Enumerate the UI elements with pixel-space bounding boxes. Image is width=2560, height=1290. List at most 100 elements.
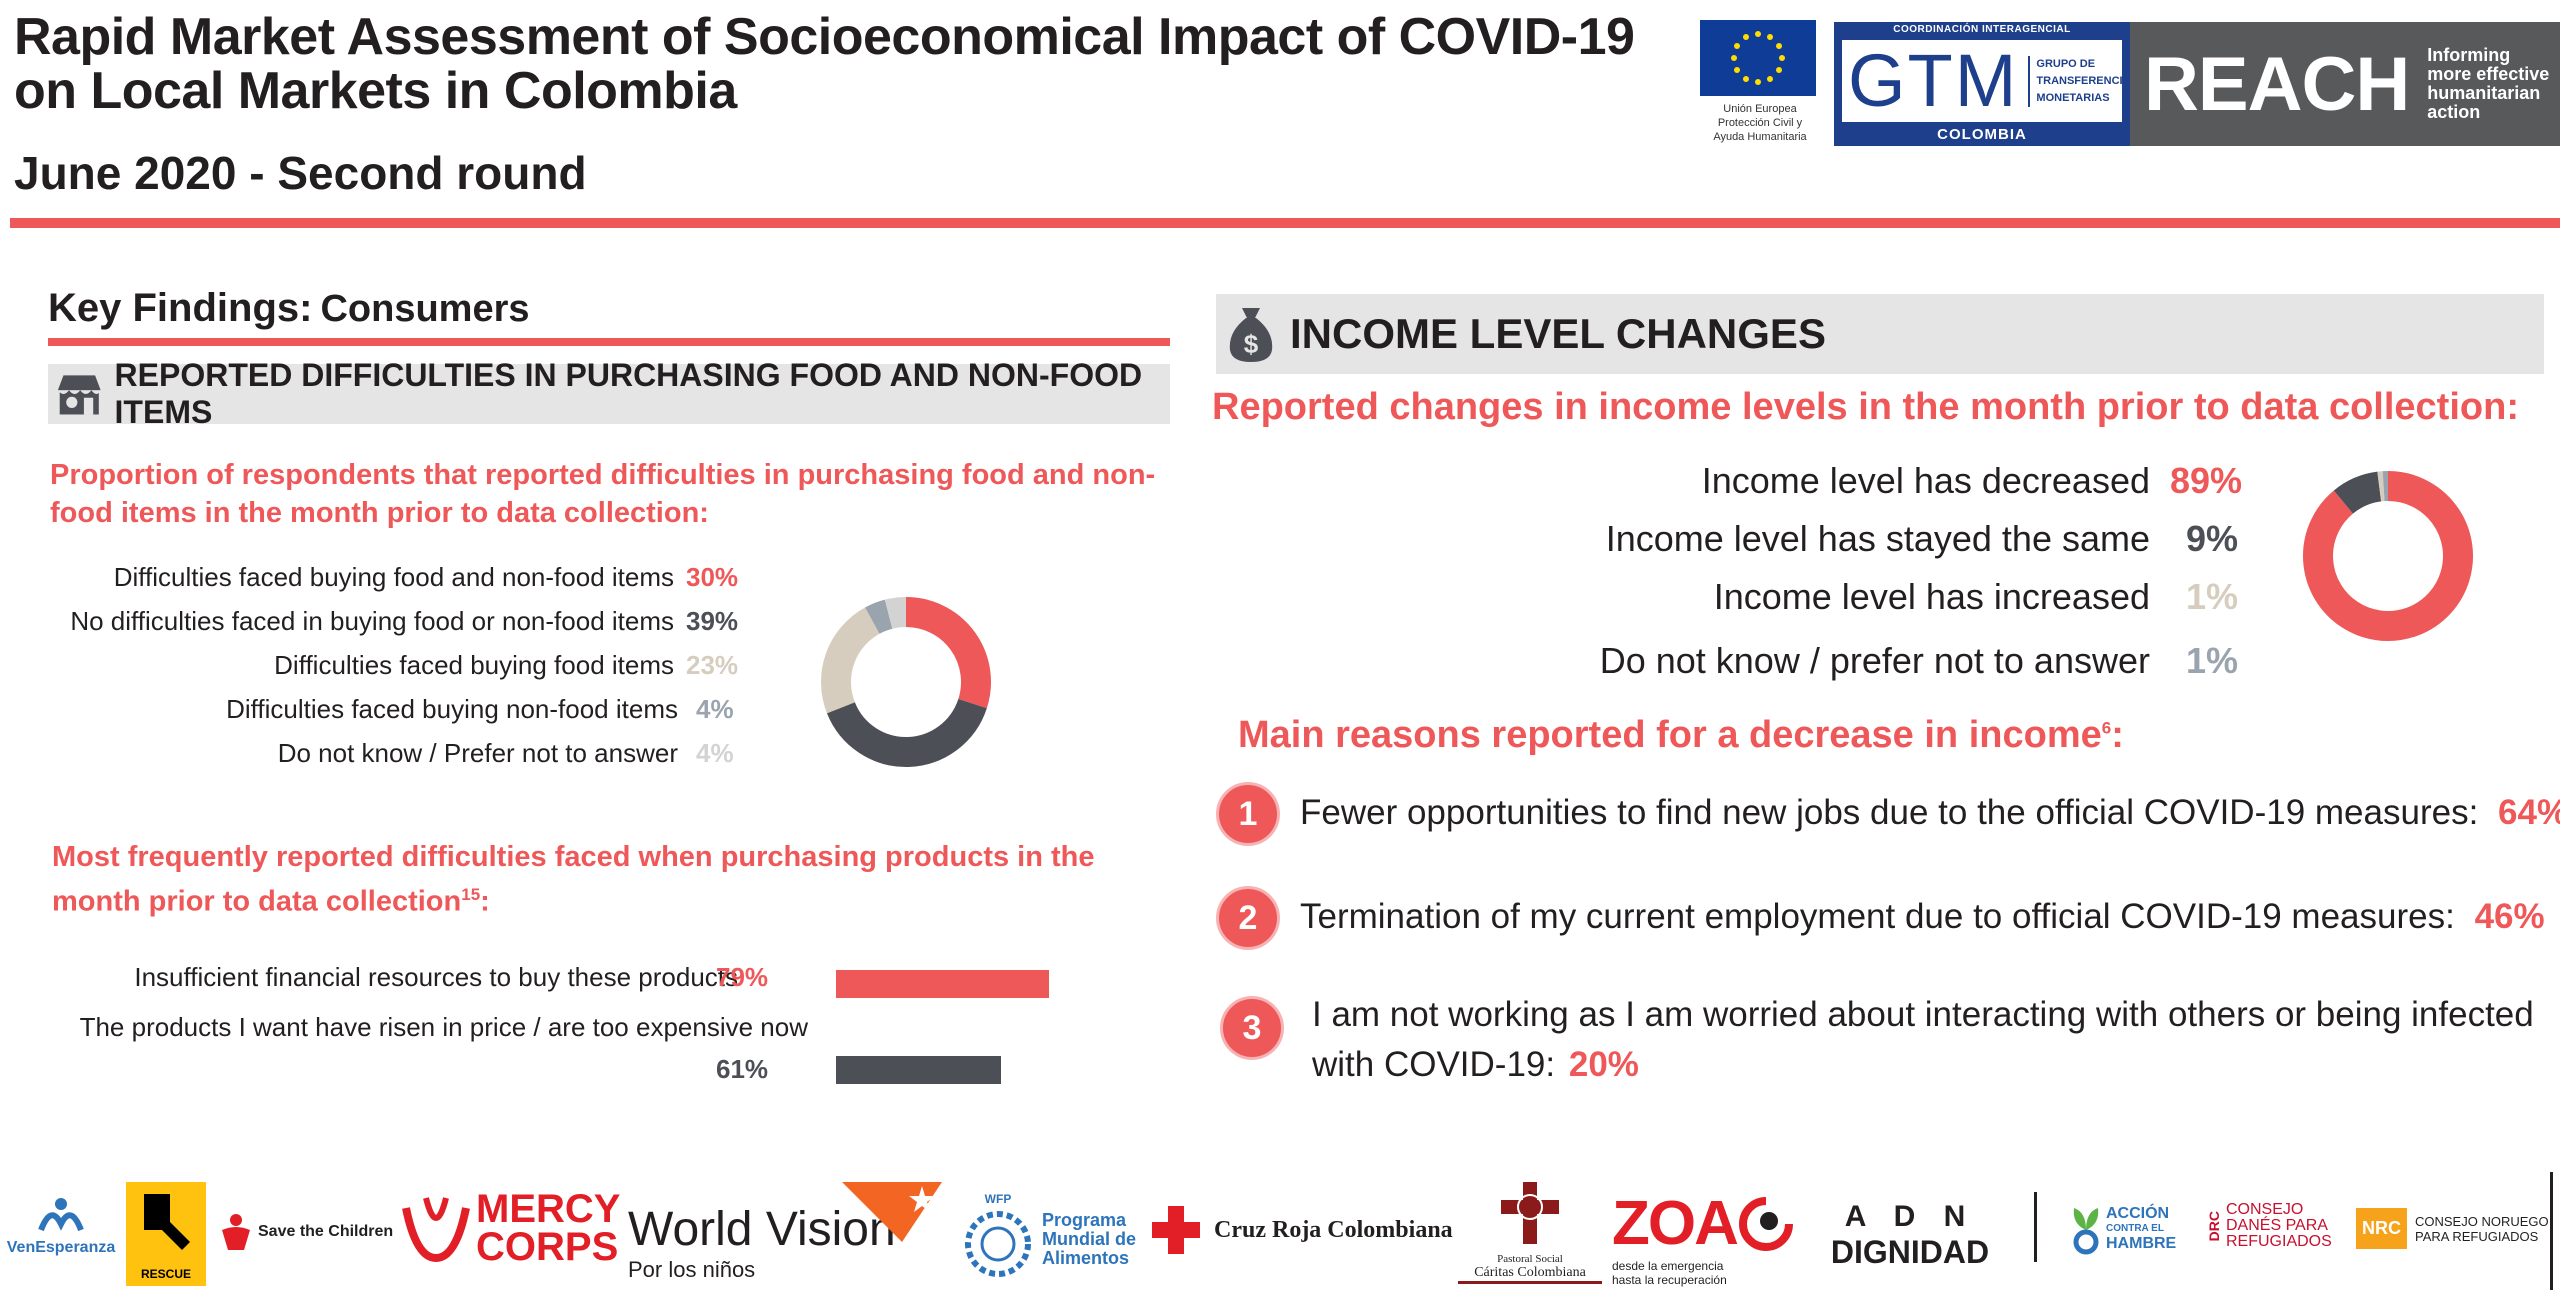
- save-children-icon: [222, 1214, 250, 1250]
- world-vision-sub: Por los niños: [628, 1257, 756, 1282]
- zoa-sub-line: desde la emergencia: [1612, 1259, 1724, 1273]
- income-value: 89%: [2170, 460, 2243, 501]
- money-bag-icon: $: [1229, 308, 1273, 362]
- income-value: 9%: [2186, 518, 2239, 559]
- nrc-tag: NRC: [2356, 1208, 2407, 1249]
- donut-slice: [821, 607, 881, 714]
- irc-arrow-icon: [144, 1194, 190, 1250]
- hands-icon: [38, 1198, 84, 1232]
- difficulty-label: Do not know / Prefer not to answer: [277, 738, 678, 768]
- header-divider: [10, 218, 2560, 228]
- reasons-footnote: 6: [2101, 718, 2112, 738]
- zoa-sub-line: hasta la recuperación: [1612, 1273, 1727, 1287]
- nrc-line: CONSEJO NORUEGO: [2415, 1213, 2549, 1229]
- caritas-line: Cáritas Colombiana: [1458, 1265, 1602, 1284]
- income-value: 1%: [2186, 640, 2239, 681]
- difficulty-row: Difficulties faced buying non-food items…: [40, 688, 740, 732]
- reason-text: Termination of my current employment due…: [1300, 897, 2455, 936]
- bar-fill: [836, 1056, 1001, 1084]
- bar-label: The products I want have risen in price …: [79, 1012, 808, 1042]
- title-line-1: Rapid Market Assessment of Socioeconomic…: [14, 8, 1635, 66]
- eu-stars-icon: [1731, 31, 1785, 85]
- bar-value: 79%: [716, 962, 769, 992]
- accion-sprout-icon: [2073, 1208, 2099, 1255]
- key-findings-heading: Key Findings: Consumers: [48, 286, 530, 331]
- report-subtitle: June 2020 - Second round: [14, 147, 587, 199]
- mercy-corps-icon: [402, 1197, 470, 1263]
- world-vision-star-icon: [842, 1182, 942, 1242]
- difficulties-section-header: REPORTED DIFFICULTIES IN PURCHASING FOOD…: [48, 357, 1170, 430]
- venesperanza-text: VenEsperanza: [6, 1239, 116, 1256]
- corps-word: CORPS: [476, 1225, 619, 1269]
- wfp-line: Programa: [1042, 1210, 1127, 1230]
- world-vision-logo: World Vision Por los niños: [628, 1202, 896, 1283]
- world-vision-text: World Vision: [628, 1203, 896, 1256]
- wfp-text: Programa Mundial de Alimentos: [1042, 1211, 1136, 1268]
- income-label: Income level has stayed the same: [1605, 518, 2150, 559]
- income-value: 1%: [2186, 576, 2239, 617]
- difficulty-label: Difficulties faced buying non-food items: [226, 694, 678, 724]
- frequent-difficulties-heading: Most frequently reported difficulties fa…: [52, 838, 1152, 921]
- cruz-roja-text: Cruz Roja Colombiana: [1214, 1216, 1453, 1243]
- title-line-2: on Local Markets in Colombia: [14, 62, 737, 120]
- gtm-subtext: GRUPO DE TRANSFERENCIAS MONETARIAS: [2028, 55, 2138, 107]
- accion-line: HAMBRE: [2106, 1234, 2177, 1252]
- accion-contra-hambre-logo: ACCIÓN CONTRA EL HAMBRE: [2070, 1200, 2176, 1256]
- difficulty-value: 4%: [696, 694, 734, 724]
- red-cross-icon: [1152, 1206, 1200, 1254]
- adn-letters: A D N: [1844, 1200, 1976, 1233]
- bar-fill: [836, 970, 1050, 998]
- difficulty-label: Difficulties faced buying food and non-f…: [113, 562, 674, 592]
- right-edge-line: [2550, 1172, 2553, 1290]
- difficulty-row: Difficulties faced buying food items 23%: [40, 644, 740, 688]
- donut-slice: [884, 597, 907, 629]
- nrc-text: CONSEJO NORUEGO PARA REFUGIADOS: [2415, 1214, 2549, 1244]
- income-row: Income level has increased 1%: [1400, 572, 2260, 636]
- drc-line: REFUGIADOS: [2226, 1233, 2332, 1250]
- income-label: Income level has decreased: [1701, 460, 2150, 501]
- donut-slice: [865, 599, 893, 635]
- reason-number-badge: 3: [1220, 996, 1284, 1060]
- irc-logo: RESCUE: [126, 1182, 206, 1286]
- reason-text-wrap: I am not working as I am worried about i…: [1312, 990, 2542, 1090]
- drc-line: DANÉS PARA: [2226, 1217, 2328, 1234]
- reasons-heading-text: Main reasons reported for a decrease in …: [1238, 714, 2102, 756]
- difficulty-value: 23%: [686, 650, 739, 680]
- caritas-logo: Pastoral Social Cáritas Colombiana: [1458, 1178, 1602, 1284]
- partner-divider: [2034, 1192, 2037, 1262]
- reasons-heading: Main reasons reported for a decrease in …: [1238, 714, 2124, 757]
- income-label: Income level has increased: [1713, 576, 2150, 617]
- zoa-text: ZOA: [1612, 1189, 1739, 1258]
- wfp-logo: WFP Programa Mundial de Alimentos: [960, 1192, 1136, 1287]
- partner-logos: VenEsperanza RESCUE Save the Children ME…: [0, 1172, 2560, 1290]
- report-title: Rapid Market Assessment of Socioeconomic…: [14, 8, 1635, 120]
- save-children-text: Save the Children: [258, 1223, 394, 1240]
- gtm-top-text: COORDINACIÓN INTERAGENCIAL: [1893, 24, 2071, 35]
- difficulty-value: 39%: [686, 606, 739, 636]
- drc-tag: DRC: [2206, 1210, 2222, 1242]
- eu-logo: Unión Europea Protección Civil y Ayuda H…: [1700, 20, 1820, 144]
- donut-slice: [2333, 471, 2382, 515]
- income-list: Income level has decreased 89% Income le…: [1400, 456, 2260, 694]
- reach-tagline: Informing more effective humanitarian ac…: [2427, 45, 2550, 122]
- drc-line: CONSEJO: [2226, 1201, 2304, 1218]
- svg-text:$: $: [1244, 329, 1259, 359]
- zoa-logo: ZOA desde la emergencia hasta la recuper…: [1612, 1188, 1795, 1287]
- adn-word: DIGNIDAD: [1830, 1234, 1990, 1270]
- zoa-mark: ZOA: [1612, 1188, 1795, 1259]
- nrc-line: PARA REFUGIADOS: [2415, 1228, 2539, 1244]
- income-row: Income level has decreased 89%: [1400, 456, 2260, 514]
- difficulties-list: Difficulties faced buying food and non-f…: [40, 556, 740, 776]
- wfp-line: Alimentos: [1042, 1248, 1130, 1268]
- accion-line: ACCIÓN: [2106, 1204, 2170, 1222]
- difficulty-row: No difficulties faced in buying food or …: [40, 600, 740, 644]
- income-section-title: INCOME LEVEL CHANGES: [1290, 310, 1826, 357]
- wfp-tag: WFP: [984, 1192, 1012, 1206]
- reason-number-badge: 2: [1216, 886, 1280, 950]
- nrc-logo: NRC CONSEJO NORUEGO PARA REFUGIADOS: [2356, 1208, 2549, 1249]
- shop-icon: [57, 375, 101, 415]
- mercy-word: MERCY: [476, 1187, 621, 1231]
- frequent-suffix: :: [480, 885, 490, 918]
- zoa-swirl-icon: [1738, 1196, 1793, 1251]
- difficulty-row: Difficulties faced buying food and non-f…: [40, 556, 740, 600]
